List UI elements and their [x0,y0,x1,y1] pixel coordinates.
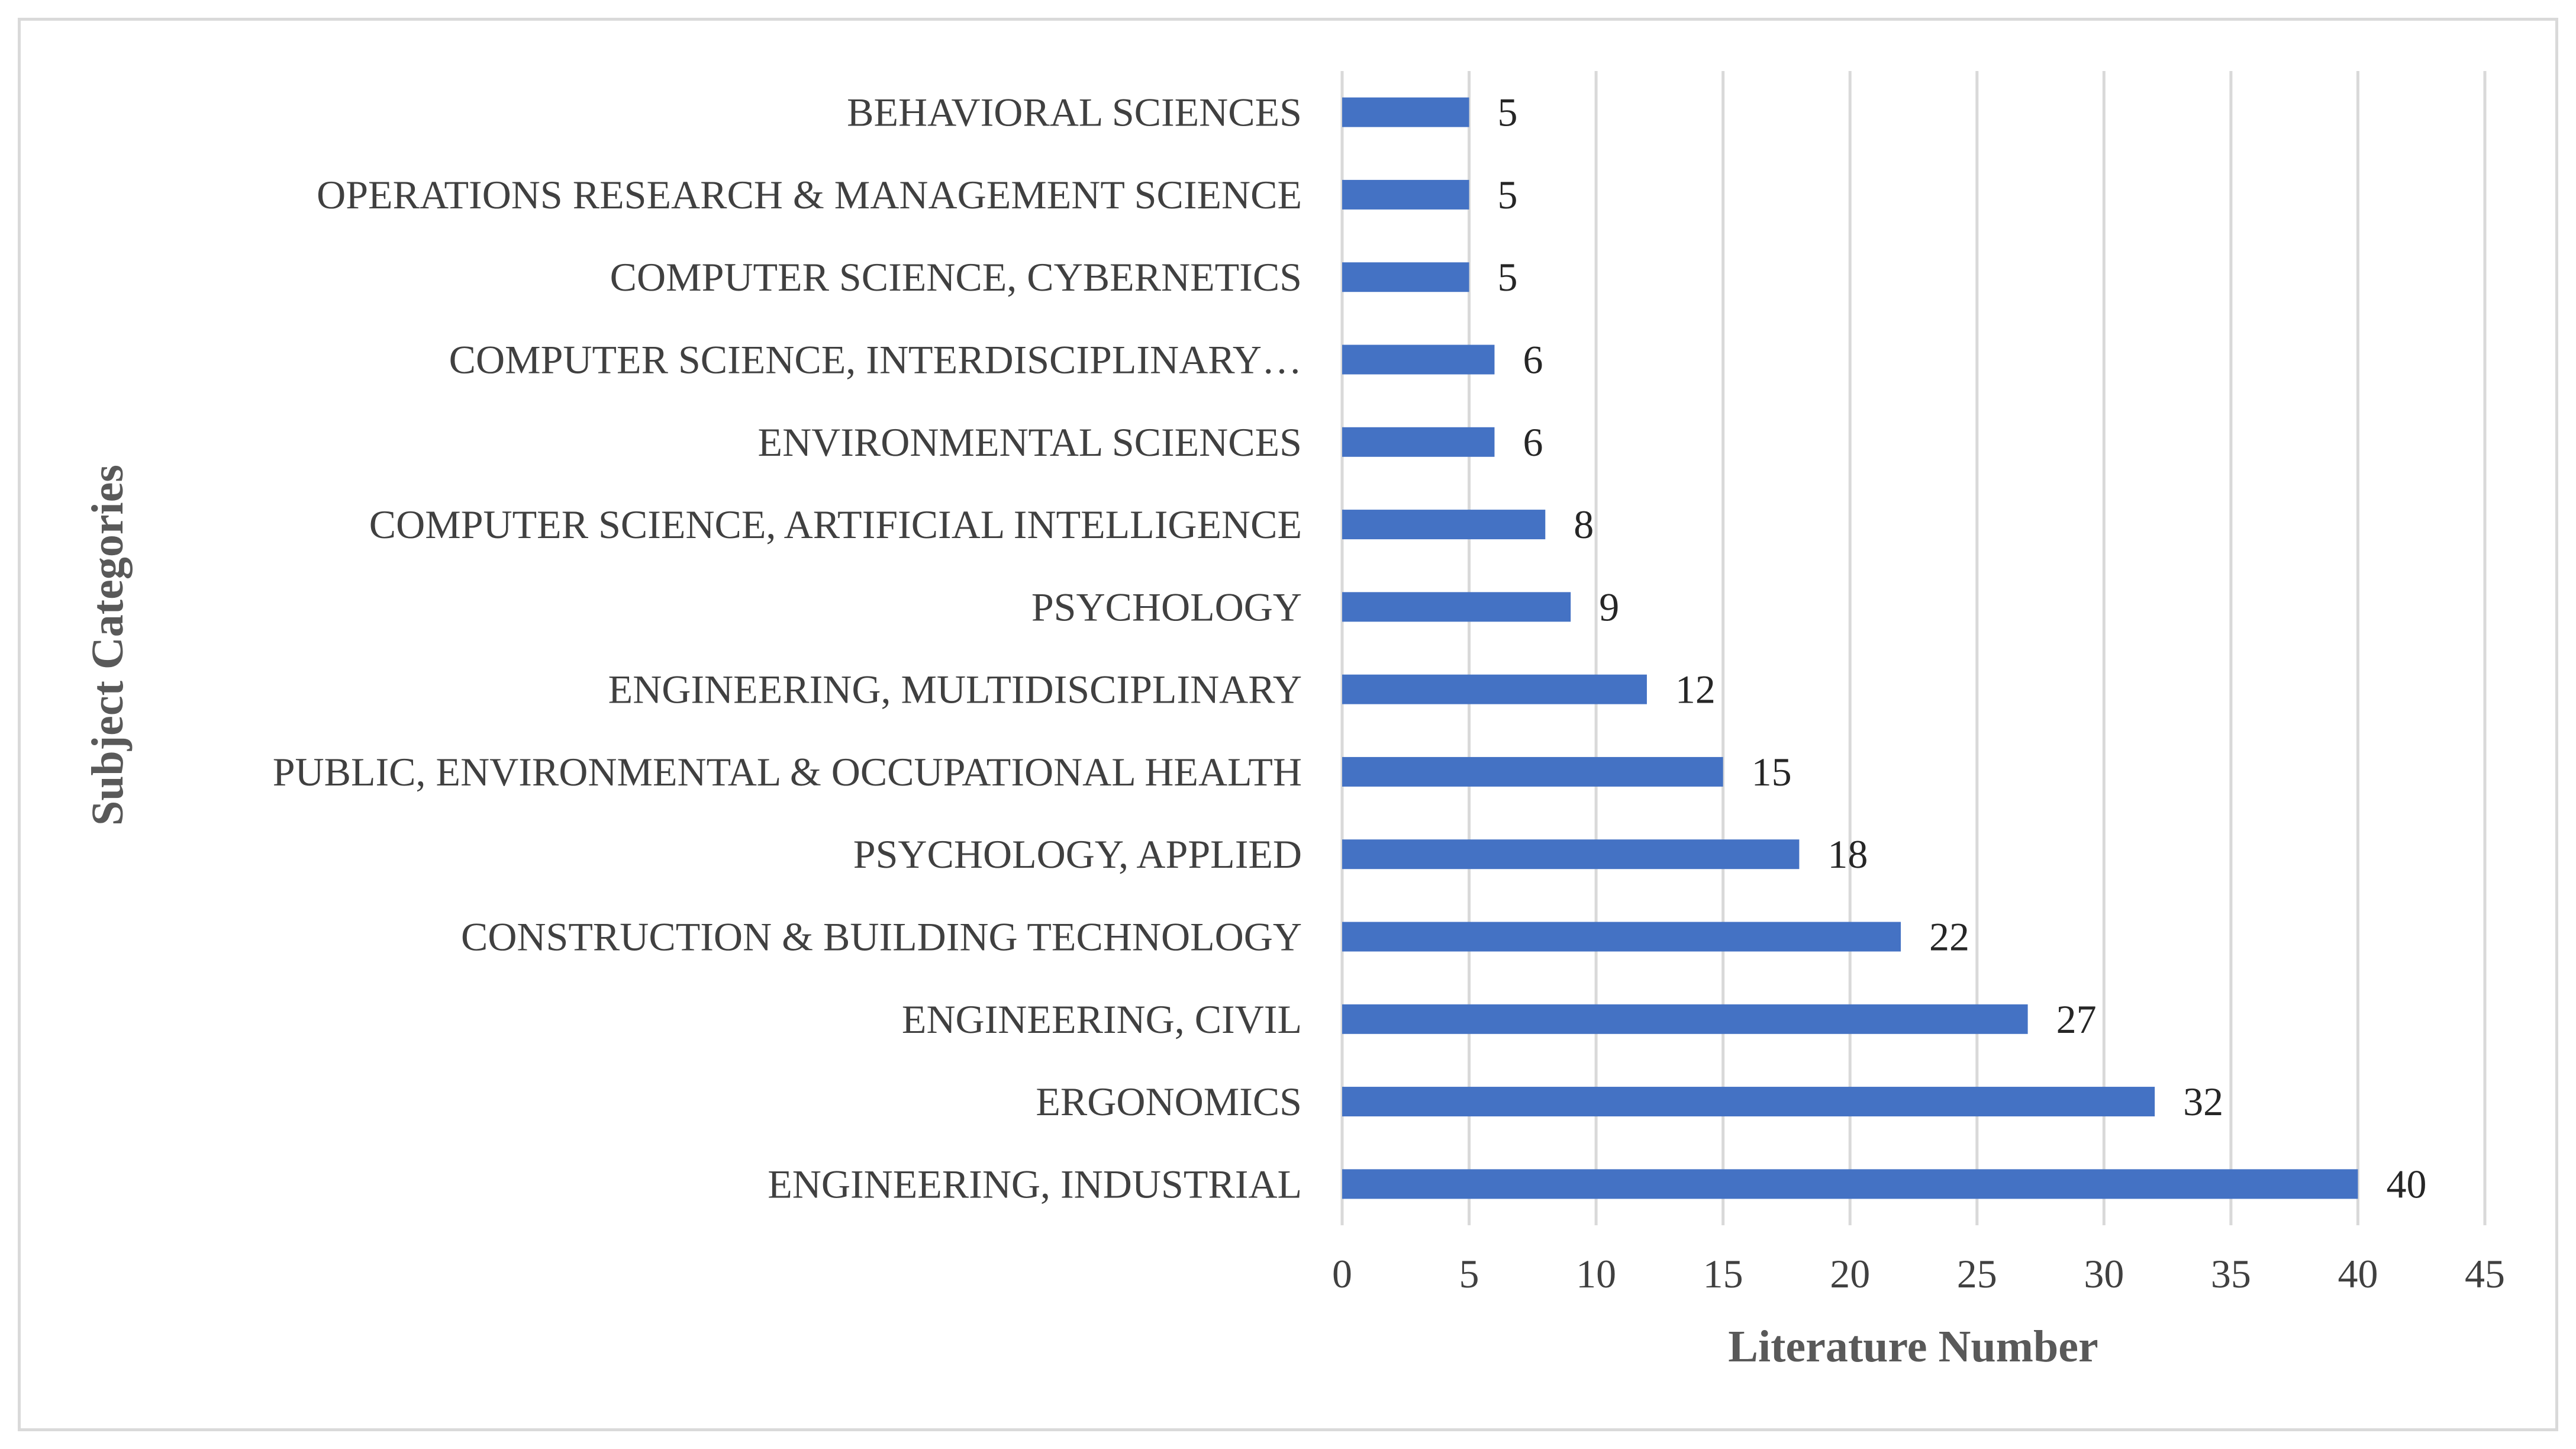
data-label-5: 6 [1523,420,1543,465]
category-label-11: CONSTRUCTION & BUILDING TECHNOLOGY [461,915,1302,959]
bar-11 [1342,922,1901,952]
gridlines [1340,71,2487,1225]
bar-1 [1342,97,1469,127]
data-label-3: 5 [1498,255,1518,300]
data-label-8: 12 [1675,667,1716,712]
bar-9 [1342,756,1723,787]
category-label-8: ENGINEERING, MULTIDISCIPLINARY [608,667,1302,712]
x-tick-label-15: 15 [1703,1251,1743,1296]
x-tick-label-20: 20 [1830,1251,1870,1296]
x-tick-label-25: 25 [1957,1251,1997,1296]
category-label-10: PSYCHOLOGY, APPLIED [853,832,1302,877]
category-label-7: PSYCHOLOGY [1031,584,1302,629]
x-tick-label-35: 35 [2211,1251,2251,1296]
data-label-4: 6 [1523,337,1543,382]
x-tick-label-45: 45 [2465,1251,2505,1296]
data-label-2: 5 [1498,172,1518,217]
category-label-9: PUBLIC, ENVIRONMENTAL & OCCUPATIONAL HEA… [273,749,1302,794]
bar-2 [1342,179,1469,210]
bar-12 [1342,1004,2028,1034]
category-label-13: ERGONOMICS [1036,1079,1302,1124]
bars [1342,97,2358,1199]
bar-5 [1342,427,1495,457]
data-label-6: 8 [1574,502,1594,547]
x-tick-label-30: 30 [2084,1251,2124,1296]
bar-7 [1342,592,1571,622]
bar-10 [1342,839,1800,870]
x-tick-label-0: 0 [1332,1251,1352,1296]
x-tick-label-10: 10 [1576,1251,1616,1296]
data-label-7: 9 [1599,584,1619,629]
category-label-1: BEHAVIORAL SCIENCES [847,90,1302,135]
data-label-9: 15 [1752,749,1792,794]
x-tick-label-40: 40 [2338,1251,2378,1296]
data-label-11: 22 [1929,915,1969,959]
bar-6 [1342,510,1546,540]
category-label-3: COMPUTER SCIENCE, CYBERNETICS [610,255,1302,300]
category-label-6: COMPUTER SCIENCE, ARTIFICIAL INTELLIGENC… [369,502,1302,547]
bar-8 [1342,674,1647,704]
x-tick-label-5: 5 [1459,1251,1479,1296]
x-tick-labels: 0 5 10 15 20 25 30 35 40 45 [1332,1251,2505,1296]
category-label-12: ENGINEERING, CIVIL [902,997,1302,1042]
y-axis-title: Subject Categories [83,465,133,826]
data-label-12: 27 [2056,997,2097,1042]
x-axis-title: Literature Number [1728,1322,2098,1371]
data-label-14: 40 [2386,1161,2426,1206]
category-labels: BEHAVIORAL SCIENCES OPERATIONS RESEARCH &… [273,90,1302,1207]
bar-4 [1342,344,1495,375]
category-label-14: ENGINEERING, INDUSTRIAL [768,1161,1302,1206]
data-label-13: 32 [2183,1079,2223,1124]
bar-13 [1342,1087,2155,1117]
bar-14 [1342,1169,2358,1199]
bar-3 [1342,262,1469,292]
category-label-4: COMPUTER SCIENCE, INTERDISCIPLINARY… [449,337,1302,382]
data-label-10: 18 [1827,832,1868,877]
category-label-2: OPERATIONS RESEARCH & MANAGEMENT SCIENCE [317,172,1302,217]
category-label-5: ENVIRONMENTAL SCIENCES [758,420,1302,465]
data-label-1: 5 [1498,90,1518,135]
